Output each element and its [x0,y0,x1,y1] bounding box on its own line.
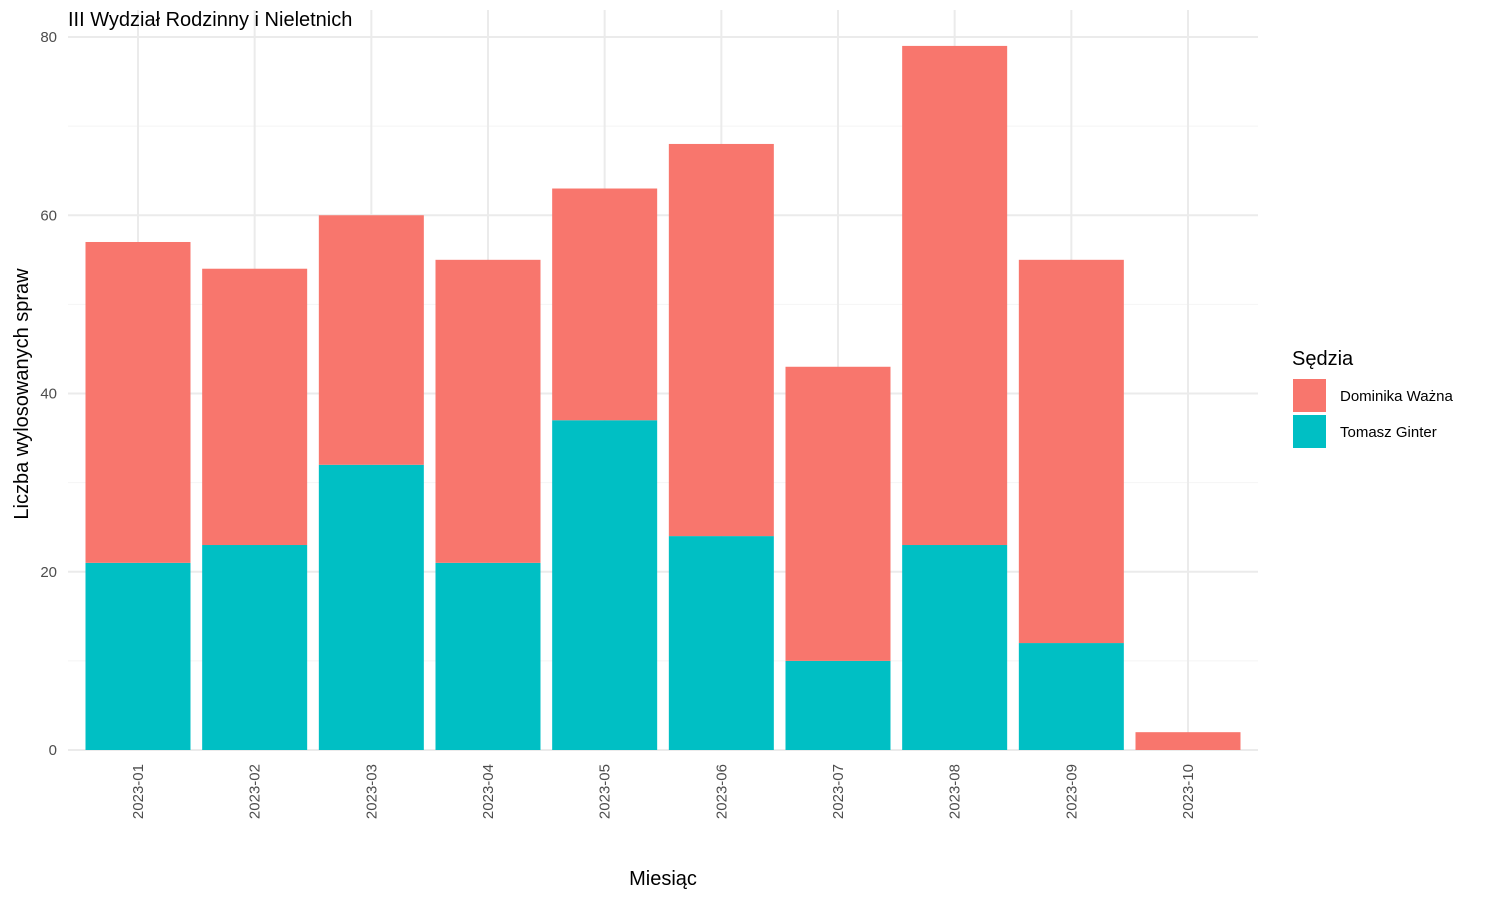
bar-2023-02-dominika-ważna [202,268,308,546]
x-tick-label: 2023-04 [480,764,497,819]
bar-2023-05-dominika-ważna [552,188,658,421]
y-axis-title: Liczba wylosowanych spraw [11,268,33,520]
bar-2023-01-dominika-ważna [85,241,191,563]
legend-title: Sędzia [1292,348,1354,370]
bars [85,45,1241,750]
bar-2023-04-dominika-ważna [435,259,541,563]
bar-2023-06-tomasz-ginter [668,536,774,750]
y-tick-label: 80 [40,29,57,46]
bar-2023-08-dominika-ważna [902,45,1008,546]
bar-2023-01-tomasz-ginter [85,562,191,750]
bar-2023-07-tomasz-ginter [785,660,891,750]
bar-2023-05-tomasz-ginter [552,420,658,750]
bar-2023-06-dominika-ważna [668,143,774,537]
x-tick-label: 2023-03 [363,764,380,819]
y-tick-label: 60 [40,207,57,224]
x-tick-label: 2023-01 [130,764,147,819]
x-tick-label: 2023-05 [597,764,614,819]
x-tick-label: 2023-09 [1063,764,1080,819]
bar-2023-04-tomasz-ginter [435,562,541,750]
y-axis-ticks: 0 20 40 60 80 [40,29,57,759]
x-axis-title: Miesiąc [629,868,697,890]
bar-2023-03-tomasz-ginter [318,464,424,750]
x-tick-label: 2023-02 [247,764,264,819]
bar-2023-08-tomasz-ginter [902,545,1008,750]
x-axis-ticks: 2023-01 2023-02 2023-03 2023-04 2023-05 2023-… [130,764,1197,819]
legend-swatch [1293,379,1326,412]
bar-2023-07-dominika-ważna [785,366,891,661]
x-tick-label: 2023-10 [1180,764,1197,819]
bar-2023-03-dominika-ważna [318,215,424,465]
x-tick-label: 2023-07 [830,764,847,819]
legend-swatch [1293,415,1326,448]
x-tick-label: 2023-06 [713,764,730,819]
bar-2023-09-tomasz-ginter [1018,643,1124,750]
legend-label: Dominika Ważna [1340,388,1453,405]
legend-label: Tomasz Ginter [1340,424,1437,441]
bar-2023-10-dominika-ważna [1135,732,1241,750]
bar-2023-02-tomasz-ginter [202,545,308,750]
chart-title: III Wydział Rodzinny i Nieletnich [68,9,352,31]
legend: Sędzia Dominika Ważna Tomasz Ginter [1292,348,1453,448]
bar-2023-09-dominika-ważna [1018,259,1124,644]
y-tick-label: 40 [40,386,57,403]
y-tick-label: 0 [49,742,57,759]
y-tick-label: 20 [40,564,57,581]
x-tick-label: 2023-08 [947,764,964,819]
